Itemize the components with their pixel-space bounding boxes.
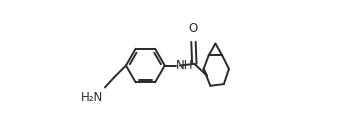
Text: NH: NH <box>176 59 194 72</box>
Text: O: O <box>189 22 198 35</box>
Text: H₂N: H₂N <box>81 91 103 104</box>
